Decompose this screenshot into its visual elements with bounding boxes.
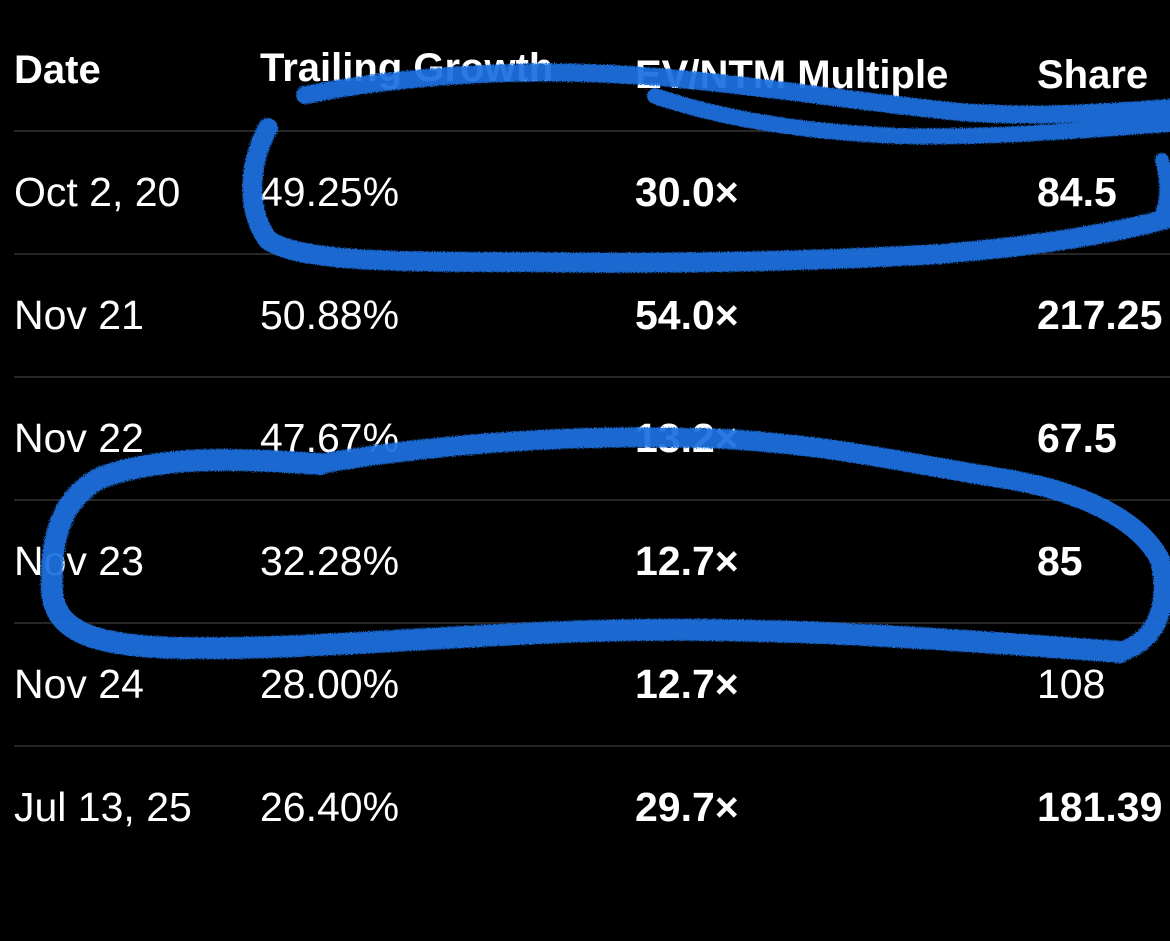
row-divider (14, 745, 1170, 747)
table-row: Jul 13, 25 26.40% 29.7× 181.39 (0, 746, 1170, 869)
cell-share: 85 (1037, 538, 1083, 584)
cell-multiple: 13.2× (635, 415, 739, 461)
header-ev-ntm-multiple: EV/NTM Multiple (635, 53, 949, 97)
table-row: Nov 24 28.00% 12.7× 108 (0, 623, 1170, 746)
cell-share: 181.39 (1037, 784, 1163, 830)
cell-growth: 49.25% (260, 169, 400, 215)
cell-growth: 26.40% (260, 784, 400, 830)
cell-growth: 28.00% (260, 661, 400, 707)
cell-multiple: 12.7× (635, 661, 739, 707)
cell-multiple: 54.0× (635, 292, 739, 338)
cell-growth: 32.28% (260, 538, 400, 584)
header-trailing-growth: Trailing Growth (260, 46, 554, 90)
cell-date: Oct 2, 20 (14, 169, 181, 215)
header-share: Share (1037, 53, 1149, 97)
cell-share: 67.5 (1037, 415, 1117, 461)
cell-multiple: 30.0× (635, 169, 739, 215)
cell-multiple: 29.7× (635, 784, 739, 830)
table-header: Date Trailing Growth EV/NTM Multiple Sha… (0, 0, 1170, 130)
header-date: Date (14, 48, 101, 92)
cell-date: Nov 22 (14, 415, 144, 461)
cell-share: 217.25 (1037, 292, 1163, 338)
cell-growth: 47.67% (260, 415, 400, 461)
row-divider (14, 376, 1170, 378)
cell-growth: 50.88% (260, 292, 400, 338)
cell-share: 108 (1037, 661, 1106, 707)
cell-date: Nov 24 (14, 661, 144, 707)
cell-date: Nov 21 (14, 292, 144, 338)
table-row: Nov 23 32.28% 12.7× 85 (0, 500, 1170, 623)
cell-date: Nov 23 (14, 538, 144, 584)
cell-share: 84.5 (1037, 169, 1117, 215)
cell-multiple: 12.7× (635, 538, 739, 584)
cell-date: Jul 13, 25 (14, 784, 192, 830)
table-row: Oct 2, 20 49.25% 30.0× 84.5 (0, 131, 1170, 254)
table-row: Nov 21 50.88% 54.0× 217.25 (0, 254, 1170, 377)
table-row: Nov 22 47.67% 13.2× 67.5 (0, 377, 1170, 500)
